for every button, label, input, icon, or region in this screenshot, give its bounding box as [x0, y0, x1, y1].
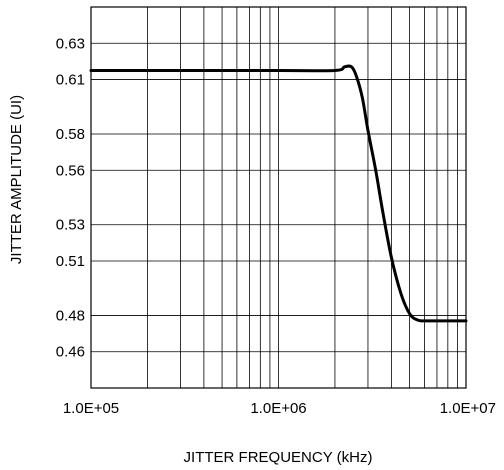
series-layer	[89, 64, 468, 323]
y-tick-label: 0.48	[56, 307, 85, 324]
y-tick-labels: 0.46 0.48 0.51 0.53 0.56 0.58 0.61 0.63	[56, 35, 85, 360]
x-tick-label: 1.0E+06	[250, 400, 306, 417]
y-tick-label: 0.63	[56, 35, 85, 52]
y-axis-label: JITTER AMPLITUDE (UI)	[8, 95, 25, 264]
x-axis-label: JITTER FREQUENCY (kHz)	[184, 449, 373, 466]
series-line	[89, 64, 468, 323]
y-tick-label: 0.51	[56, 253, 85, 270]
y-tick-label: 0.58	[56, 126, 85, 143]
x-tick-label: 1.0E+07	[440, 400, 496, 417]
y-tick-label: 0.46	[56, 344, 85, 361]
y-tick-label: 0.56	[56, 162, 85, 179]
y-tick-label: 0.61	[56, 72, 85, 89]
x-tick-label: 1.0E+05	[63, 400, 119, 417]
plot-frame	[90, 6, 467, 389]
y-tick-label: 0.53	[56, 217, 85, 234]
x-tick-labels: 1.0E+05 1.0E+06 1.0E+07	[63, 400, 496, 417]
grid	[91, 7, 466, 388]
